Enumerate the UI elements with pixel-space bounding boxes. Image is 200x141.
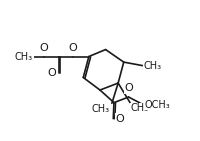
Text: OCH₃: OCH₃ xyxy=(145,100,171,110)
Text: CH₃: CH₃ xyxy=(131,103,149,113)
Text: O: O xyxy=(68,43,77,53)
Text: O: O xyxy=(48,68,56,78)
Text: CH₃: CH₃ xyxy=(15,52,33,61)
Text: O: O xyxy=(125,83,133,93)
Text: O: O xyxy=(40,43,49,53)
Text: O: O xyxy=(116,114,125,124)
Text: CH₃: CH₃ xyxy=(92,104,110,114)
Text: CH₃: CH₃ xyxy=(144,61,162,71)
